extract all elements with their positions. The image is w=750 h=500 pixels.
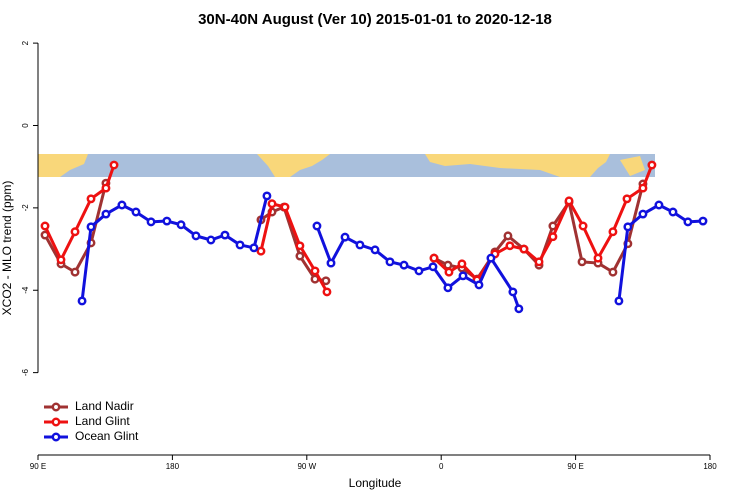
data-point — [577, 257, 587, 267]
data-point — [249, 243, 259, 253]
data-point — [698, 216, 708, 226]
data-point — [131, 207, 141, 217]
data-point — [322, 287, 332, 297]
y-tick-label: -4 — [21, 286, 30, 294]
data-point — [295, 251, 305, 261]
data-point — [548, 232, 558, 242]
data-point — [109, 160, 119, 170]
legend-label: Land Nadir — [75, 399, 134, 413]
x-tick-label: 180 — [166, 462, 180, 471]
data-point — [262, 191, 272, 201]
data-point — [428, 262, 438, 272]
data-point — [235, 240, 245, 250]
x-tick-label: 0 — [439, 462, 444, 471]
data-point — [443, 283, 453, 293]
map-land — [425, 154, 610, 177]
data-point — [220, 230, 230, 240]
x-tick-label: 180 — [703, 462, 717, 471]
x-tick-label: 90 E — [30, 462, 46, 471]
legend-marker — [51, 432, 61, 442]
x-axis-label: Longitude — [349, 476, 402, 490]
data-point — [564, 196, 574, 206]
data-point — [429, 253, 439, 263]
data-point — [534, 257, 544, 267]
data-point — [117, 200, 127, 210]
data-point — [86, 222, 96, 232]
legend-marker — [51, 417, 61, 427]
data-point — [458, 271, 468, 281]
x-tick-label: 90 E — [567, 462, 583, 471]
y-tick-label: 2 — [21, 40, 30, 45]
legend-marker — [51, 402, 61, 412]
data-point — [385, 257, 395, 267]
chart-title: 30N-40N August (Ver 10) 2015-01-01 to 20… — [198, 11, 552, 28]
data-point — [514, 304, 524, 314]
data-point — [77, 296, 87, 306]
data-point — [70, 267, 80, 277]
data-point — [146, 217, 156, 227]
data-point — [614, 296, 624, 306]
data-point — [647, 160, 657, 170]
data-point — [256, 246, 266, 256]
data-point — [608, 267, 618, 277]
data-point — [206, 235, 216, 245]
data-point — [622, 194, 632, 204]
x-tick-label: 90 W — [297, 462, 316, 471]
data-point — [280, 202, 290, 212]
data-point — [101, 209, 111, 219]
data-point — [295, 241, 305, 251]
data-point — [457, 259, 467, 269]
map-strip — [38, 154, 655, 177]
data-point — [310, 266, 320, 276]
data-point — [474, 280, 484, 290]
data-point — [668, 207, 678, 217]
data-point — [312, 221, 322, 231]
data-point — [267, 199, 277, 209]
map-land — [620, 156, 645, 176]
data-point — [340, 232, 350, 242]
data-point — [505, 241, 515, 251]
data-point — [399, 260, 409, 270]
data-point — [70, 227, 80, 237]
data-point — [370, 245, 380, 255]
y-tick-label: 0 — [21, 123, 30, 128]
data-point — [444, 267, 454, 277]
data-point — [519, 244, 529, 254]
data-point — [326, 258, 336, 268]
data-point — [321, 276, 331, 286]
data-point — [608, 227, 618, 237]
map-land — [38, 154, 88, 177]
data-point — [101, 183, 111, 193]
data-point — [654, 200, 664, 210]
data-point — [486, 253, 496, 263]
legend-label: Ocean Glint — [75, 429, 139, 443]
data-point — [56, 255, 66, 265]
data-point — [355, 240, 365, 250]
data-point — [623, 222, 633, 232]
data-point — [593, 253, 603, 263]
data-point — [683, 217, 693, 227]
data-point — [40, 221, 50, 231]
y-tick-label: -2 — [21, 204, 30, 212]
legend-label: Land Glint — [75, 414, 130, 428]
data-point — [578, 221, 588, 231]
data-point — [638, 183, 648, 193]
data-point — [503, 231, 513, 241]
data-point — [86, 194, 96, 204]
map-land — [257, 154, 330, 177]
y-tick-label: -6 — [21, 369, 30, 377]
data-point — [176, 220, 186, 230]
y-axis-label: XCO2 - MLO trend (ppm) — [0, 181, 14, 316]
series-line — [433, 164, 654, 282]
data-point — [162, 216, 172, 226]
data-point — [191, 231, 201, 241]
data-point — [508, 287, 518, 297]
data-point — [638, 209, 648, 219]
data-point — [414, 266, 424, 276]
